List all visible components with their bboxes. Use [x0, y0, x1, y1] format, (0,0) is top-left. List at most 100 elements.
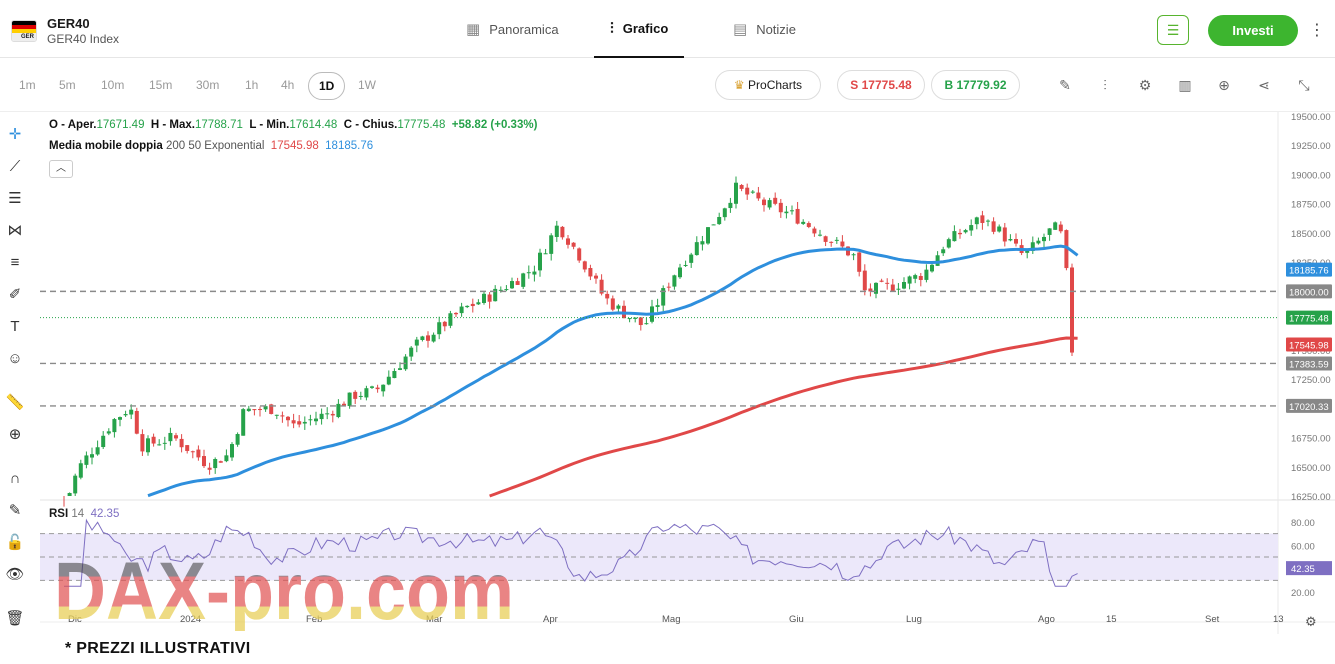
candle-body: [661, 288, 666, 306]
candle-body: [952, 231, 957, 242]
candle-body: [806, 223, 811, 227]
candle-body: [571, 242, 576, 247]
invest-button[interactable]: Investi: [1208, 15, 1298, 46]
timeframe-4h[interactable]: 4h: [281, 78, 295, 92]
x-tick-label: Ago: [1038, 614, 1055, 625]
candle-body: [532, 271, 537, 275]
brush-icon[interactable]: ✐: [8, 286, 22, 303]
text-tool-icon[interactable]: T: [10, 318, 20, 335]
candle-body: [302, 421, 307, 424]
candle-body: [207, 467, 212, 470]
chart-settings-icon[interactable]: ⚙: [1305, 614, 1317, 629]
fibonacci-icon[interactable]: ≡: [10, 254, 20, 271]
candle-body: [1036, 240, 1041, 244]
candle-body: [185, 445, 190, 451]
y-tick-label: 19000.00: [1291, 170, 1331, 181]
candle-body: [851, 254, 856, 256]
ruler-icon[interactable]: 📏: [5, 394, 25, 411]
x-tick-label: Dic: [68, 614, 82, 625]
tab-grafico[interactable]: ⫶ Grafico: [594, 0, 685, 58]
x-tick-label: Feb: [306, 614, 322, 625]
share-icon[interactable]: ⋖: [1258, 77, 1270, 93]
pencil-icon[interactable]: ✎: [1059, 77, 1071, 93]
candle-body: [202, 456, 206, 467]
candle-body: [1047, 228, 1052, 235]
price-label: 18000.00: [1289, 287, 1329, 298]
candle-body: [846, 246, 850, 256]
price-chart[interactable]: 19500.00 19250.00 19000.00 18750.00 18500.00…: [40, 112, 1335, 634]
sell-price-button[interactable]: S 17775.48: [837, 70, 925, 100]
collapse-icon[interactable]: ⤡: [1298, 77, 1310, 93]
timeframe-30m[interactable]: 30m: [196, 78, 220, 92]
lock-icon[interactable]: 🔓: [5, 534, 25, 551]
candle-body: [498, 289, 503, 291]
candle-body: [588, 267, 593, 277]
timeframe-5m[interactable]: 5m: [59, 78, 76, 92]
candle-body: [84, 455, 89, 465]
candle-body: [112, 419, 117, 433]
plus-circle-icon[interactable]: ⊕: [1218, 77, 1230, 93]
timeframe-10m[interactable]: 10m: [101, 78, 125, 92]
candle-body: [73, 475, 78, 494]
pattern-icon[interactable]: ⋈: [7, 222, 23, 239]
y-tick-label: 18750.00: [1291, 200, 1331, 211]
candle-body: [896, 288, 901, 290]
timeframe-1d[interactable]: 1D: [308, 72, 346, 100]
candle-body: [465, 305, 470, 308]
rsi-tick-label: 20.00: [1291, 588, 1315, 599]
timeframe-1h[interactable]: 1h: [245, 78, 259, 92]
candle-body: [330, 413, 335, 416]
rsi-value-label: 42.35: [1291, 564, 1315, 575]
timeframe-1m[interactable]: 1m: [19, 78, 36, 92]
candle-body: [213, 459, 218, 469]
candle-body: [857, 252, 862, 272]
add-watchlist-button[interactable]: ☰: [1157, 15, 1189, 45]
horizontal-lines-icon[interactable]: ☰: [8, 190, 22, 207]
emoji-icon[interactable]: ☺: [7, 350, 23, 367]
more-options-icon[interactable]: ⋮: [1309, 22, 1325, 39]
timeframe-15m[interactable]: 15m: [149, 78, 173, 92]
tab-notizie[interactable]: ▤ Notizie: [733, 21, 796, 38]
tab-panoramica[interactable]: ▦ Panoramica: [466, 21, 559, 38]
candle-body: [459, 306, 464, 314]
candle-body: [196, 449, 201, 458]
candle-body: [750, 191, 755, 193]
candle-body: [90, 454, 94, 458]
crosshair-icon[interactable]: ✛: [8, 126, 22, 143]
procharts-button[interactable]: ♛ ProCharts: [715, 70, 821, 100]
candle-body: [745, 187, 750, 195]
buy-price-button[interactable]: B 17779.92: [931, 70, 1020, 100]
gear-icon[interactable]: ⚙: [1138, 77, 1152, 93]
candle-body: [230, 444, 234, 458]
eye-icon[interactable]: 👁: [5, 566, 25, 583]
magnet-icon[interactable]: ∩: [9, 470, 21, 487]
bar-chart-icon[interactable]: ▥: [1178, 77, 1192, 93]
x-tick-label: 2024: [180, 614, 201, 625]
price-label: 17775.48: [1289, 314, 1329, 325]
drawing-tools: ✛ ⟋ ☰ ⋈ ≡ ✐ T ☺ 📏 ⊕ ∩ ✎ 🔓 👁 🗑: [0, 112, 30, 632]
trash-icon[interactable]: 🗑: [5, 610, 25, 627]
timeframe-1w[interactable]: 1W: [358, 78, 376, 92]
candle-body: [235, 434, 240, 445]
candle-body: [151, 436, 156, 444]
candle-body: [134, 410, 139, 434]
candle-body: [521, 273, 526, 287]
candle-body: [123, 414, 128, 416]
candles-icon[interactable]: ⫶: [1103, 77, 1107, 93]
candle-body: [834, 239, 839, 241]
candle-body: [454, 312, 458, 315]
price-label: 17383.59: [1289, 359, 1329, 370]
price-label: 18185.76: [1289, 266, 1329, 277]
candle-body: [666, 286, 671, 288]
candle-body: [974, 217, 979, 225]
zoom-in-icon[interactable]: ⊕: [8, 426, 22, 443]
collapse-legend-button[interactable]: ︿: [49, 160, 73, 178]
candle-body: [549, 235, 554, 254]
trend-line-icon[interactable]: ⟋: [9, 158, 21, 175]
news-icon: ▤: [733, 21, 748, 38]
candle-body: [638, 317, 643, 326]
candle-body: [515, 281, 520, 285]
candle-body: [246, 408, 251, 412]
candle-body: [392, 371, 397, 379]
lock-drawing-icon[interactable]: ✎: [8, 502, 22, 519]
